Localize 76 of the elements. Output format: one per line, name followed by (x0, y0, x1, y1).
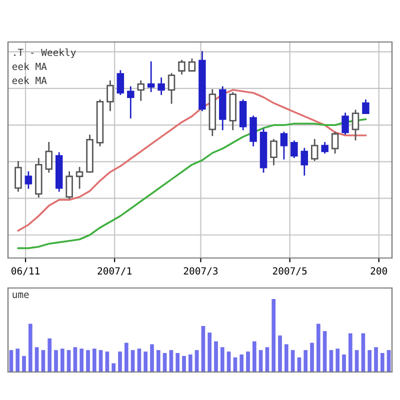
candlestick (331, 132, 339, 154)
bar (28, 324, 32, 372)
bar (48, 338, 52, 372)
candlestick (24, 171, 32, 189)
bar (144, 352, 148, 372)
bar (348, 333, 352, 372)
bar (336, 348, 340, 372)
candlestick (290, 140, 298, 158)
x-tick-label: 2007/3 (184, 267, 218, 276)
candlestick (178, 60, 186, 74)
bar (137, 348, 142, 372)
candlestick (250, 116, 257, 146)
bar (34, 347, 39, 372)
bar (208, 332, 212, 372)
bar (284, 344, 288, 372)
bar (201, 326, 206, 372)
x-tick-label: 200 (370, 267, 388, 275)
bar (272, 298, 276, 372)
candlestick (321, 142, 328, 154)
bar (16, 348, 20, 372)
text: ume (12, 292, 29, 298)
bar (368, 350, 372, 372)
candlestick (45, 142, 52, 173)
bar (188, 354, 192, 372)
bar (60, 348, 64, 372)
bar (112, 363, 116, 372)
bar (310, 342, 314, 372)
bar (316, 324, 320, 372)
annotation: .T - Weekly (14, 48, 76, 58)
bar (240, 354, 244, 372)
annotation: eek MA (12, 62, 47, 70)
candlestick (362, 99, 370, 114)
candlestick (66, 171, 73, 200)
candlestick (137, 80, 144, 101)
candlestick (147, 61, 155, 92)
candlestick (342, 112, 349, 135)
candlestick (127, 86, 134, 118)
candlestick (14, 161, 22, 192)
bar (220, 347, 224, 372)
bar (246, 352, 250, 372)
candlestick (352, 110, 360, 140)
bar (374, 347, 378, 372)
bar (380, 353, 384, 372)
candlestick (76, 166, 84, 189)
x-tick-label: 2007/1 (98, 267, 132, 276)
annotation: eek MA (12, 76, 47, 84)
candlestick (280, 132, 288, 160)
candlestick (270, 139, 278, 166)
bar (278, 335, 282, 372)
bar (22, 356, 26, 372)
bar (214, 341, 218, 372)
bar (252, 341, 256, 372)
bar (322, 331, 327, 372)
bar (118, 352, 122, 372)
bar (92, 348, 96, 372)
bar (80, 348, 84, 372)
bar (86, 350, 90, 372)
bar (304, 350, 308, 372)
candlestick (311, 139, 318, 161)
bar (176, 353, 180, 372)
candlestick (300, 148, 308, 176)
bar (54, 350, 58, 372)
bar (73, 347, 78, 372)
candlestick (116, 70, 124, 96)
x-tick-label: 2007/5 (272, 267, 307, 276)
bar (150, 344, 154, 372)
bar (182, 356, 186, 372)
x-tick-label: 06/11 (12, 267, 40, 276)
bar (124, 342, 128, 372)
candlestick (158, 78, 165, 96)
bar (265, 347, 270, 372)
bar (156, 350, 160, 372)
candlestick (188, 58, 196, 72)
candlestick (168, 73, 176, 104)
candlestick (106, 80, 114, 112)
bar (342, 354, 346, 372)
